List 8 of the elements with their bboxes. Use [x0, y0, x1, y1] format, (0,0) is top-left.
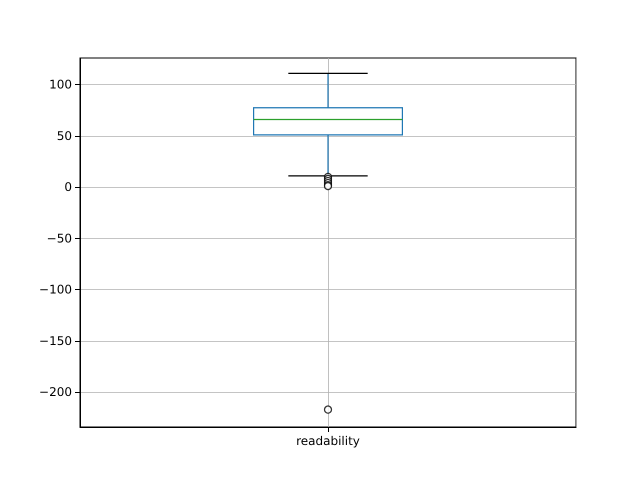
x-tick-label: readability — [296, 434, 360, 448]
y-tick-label: −100 — [39, 282, 72, 297]
y-tick-label: 0 — [64, 180, 72, 194]
y-tick-label: −200 — [39, 385, 72, 400]
y-tick-label: 50 — [56, 128, 72, 143]
y-tick-label: −150 — [39, 334, 72, 348]
y-tick-label: −50 — [46, 231, 72, 246]
y-tick-label: 100 — [49, 78, 72, 92]
